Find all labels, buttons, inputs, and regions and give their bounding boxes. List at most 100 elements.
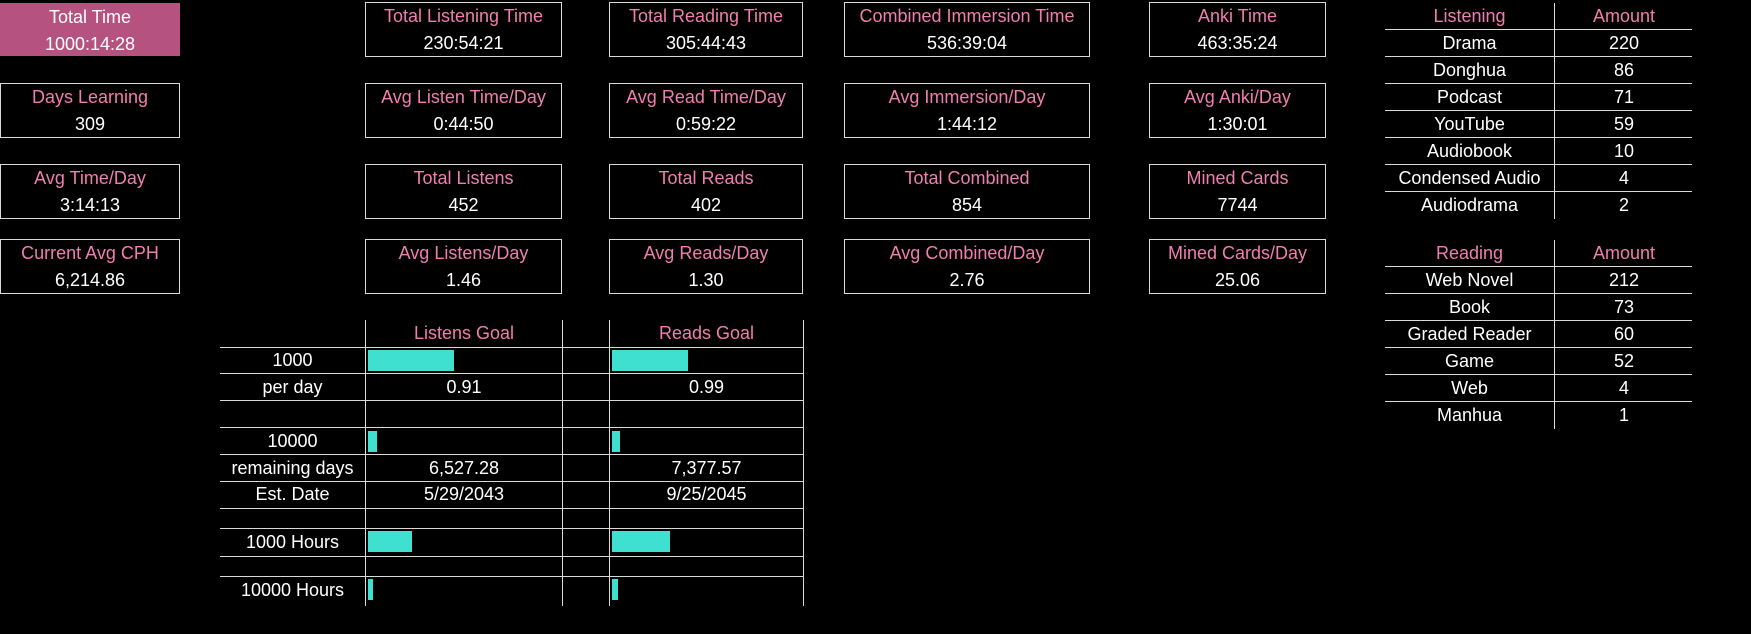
divider xyxy=(365,320,366,606)
table-cell-amount: 52 xyxy=(1613,351,1635,371)
stat-value: 230:54:21 xyxy=(423,33,504,53)
table-cell-amount: 212 xyxy=(1608,270,1640,290)
stat-total-listens: Total Listens 452 xyxy=(365,164,562,219)
stat-label: Avg Immersion/Day xyxy=(888,87,1046,107)
stat-total-reads: Total Reads 402 xyxy=(609,164,803,219)
stat-value: 1:30:01 xyxy=(1207,114,1268,134)
table-header-amount: Amount xyxy=(1592,6,1656,26)
stat-label: Avg Reads/Day xyxy=(643,243,769,263)
divider xyxy=(1554,240,1555,429)
divider xyxy=(220,481,803,482)
table-header-amount: Amount xyxy=(1592,243,1656,263)
stat-total-time: Total Time 1000:14:28 xyxy=(0,3,180,56)
table-cell-name: Graded Reader xyxy=(1407,324,1532,344)
stat-value: 309 xyxy=(74,114,106,134)
stat-label: Avg Time/Day xyxy=(34,168,146,188)
divider xyxy=(220,400,803,401)
listens-per-day: 0.91 xyxy=(446,377,482,397)
reads-1000-hours-progress-bar xyxy=(612,531,670,552)
divider xyxy=(220,373,803,374)
stat-value: 452 xyxy=(448,195,479,215)
stat-label: Total Time xyxy=(48,7,132,27)
stat-combined-immersion-time: Combined Immersion Time 536:39:04 xyxy=(844,2,1090,57)
divider xyxy=(220,427,803,428)
divider xyxy=(220,454,803,455)
stat-avg-listen-time-day: Avg Listen Time/Day 0:44:50 xyxy=(365,83,562,138)
listens-10000-hours-progress-bar xyxy=(368,579,373,600)
divider xyxy=(1385,191,1692,192)
stat-label: Avg Listen Time/Day xyxy=(381,87,546,107)
divider xyxy=(1385,56,1692,57)
stat-label: Current Avg CPH xyxy=(21,243,159,263)
stat-value: 854 xyxy=(951,195,983,215)
divider xyxy=(803,320,804,606)
divider xyxy=(1385,137,1692,138)
stat-value: 1000:14:28 xyxy=(44,34,136,54)
stat-current-avg-cph: Current Avg CPH 6,214.86 xyxy=(0,239,180,294)
table-cell-amount: 86 xyxy=(1613,60,1635,80)
stat-anki-time: Anki Time 463:35:24 xyxy=(1149,2,1326,57)
stat-value: 3:14:13 xyxy=(59,195,121,215)
stat-total-listening-time: Total Listening Time 230:54:21 xyxy=(365,2,562,57)
stat-avg-anki-day: Avg Anki/Day 1:30:01 xyxy=(1149,83,1326,138)
stat-value: 2.76 xyxy=(949,270,985,290)
stat-avg-reads-day: Avg Reads/Day 1.30 xyxy=(609,239,803,294)
listens-1000-progress-bar xyxy=(368,350,454,371)
table-cell-amount: 60 xyxy=(1613,324,1635,344)
stat-label: Combined Immersion Time xyxy=(859,6,1075,26)
goal-row-label: 1000 xyxy=(272,350,313,370)
goal-row-label: 10000 xyxy=(267,431,318,451)
stat-label: Total Reading Time xyxy=(628,6,784,26)
table-cell-amount: 4 xyxy=(1618,378,1629,398)
table-cell-amount: 2 xyxy=(1618,195,1629,215)
table-header-category: Reading xyxy=(1435,243,1504,263)
stat-label: Avg Read Time/Day xyxy=(626,87,786,107)
listens-est-date: 5/29/2043 xyxy=(423,484,505,504)
stat-label: Avg Listens/Day xyxy=(398,243,529,263)
stat-label: Anki Time xyxy=(1197,6,1278,26)
stat-avg-time-day: Avg Time/Day 3:14:13 xyxy=(0,164,180,219)
divider xyxy=(609,320,610,606)
divider xyxy=(220,556,803,557)
listens-goal-header: Listens Goal xyxy=(413,323,515,343)
stat-mined-cards-day: Mined Cards/Day 25.06 xyxy=(1149,239,1326,294)
table-cell-name: Donghua xyxy=(1432,60,1507,80)
listens-1000-hours-progress-bar xyxy=(368,531,412,552)
goal-row-label: 1000 Hours xyxy=(245,532,340,552)
reads-goal-header: Reads Goal xyxy=(658,323,755,343)
table-cell-amount: 59 xyxy=(1613,114,1635,134)
table-cell-name: Web xyxy=(1451,378,1488,398)
reads-10000-progress-bar xyxy=(612,431,620,452)
divider xyxy=(220,347,803,348)
table-cell-name: Book xyxy=(1448,297,1491,317)
divider xyxy=(1385,401,1692,402)
stat-value: 6,214.86 xyxy=(54,270,126,290)
table-cell-amount: 10 xyxy=(1613,141,1635,161)
divider xyxy=(1385,83,1692,84)
table-cell-name: Manhua xyxy=(1436,405,1503,425)
reads-10000-hours-progress-bar xyxy=(612,579,618,600)
stat-avg-immersion-day: Avg Immersion/Day 1:44:12 xyxy=(844,83,1090,138)
reads-per-day: 0.99 xyxy=(688,377,725,397)
stat-value: 1:44:12 xyxy=(936,114,998,134)
stat-value: 0:44:50 xyxy=(433,114,494,134)
stat-value: 1.30 xyxy=(688,270,724,290)
table-cell-name: Web Novel xyxy=(1425,270,1514,290)
divider xyxy=(1385,110,1692,111)
stat-total-combined: Total Combined 854 xyxy=(844,164,1090,219)
stat-mined-cards: Mined Cards 7744 xyxy=(1149,164,1326,219)
goal-row-label: remaining days xyxy=(231,458,354,478)
stat-label: Total Listening Time xyxy=(383,6,544,26)
table-cell-amount: 73 xyxy=(1613,297,1635,317)
stat-value: 25.06 xyxy=(1214,270,1261,290)
divider xyxy=(220,508,803,509)
reads-1000-progress-bar xyxy=(612,350,688,371)
divider xyxy=(1385,374,1692,375)
stat-label: Total Listens xyxy=(413,168,514,188)
stat-label: Mined Cards xyxy=(1186,168,1289,188)
table-cell-name: Audiobook xyxy=(1426,141,1513,161)
table-cell-name: Game xyxy=(1444,351,1495,371)
divider xyxy=(220,576,803,577)
table-cell-amount: 220 xyxy=(1608,33,1640,53)
stat-avg-listens-day: Avg Listens/Day 1.46 xyxy=(365,239,562,294)
